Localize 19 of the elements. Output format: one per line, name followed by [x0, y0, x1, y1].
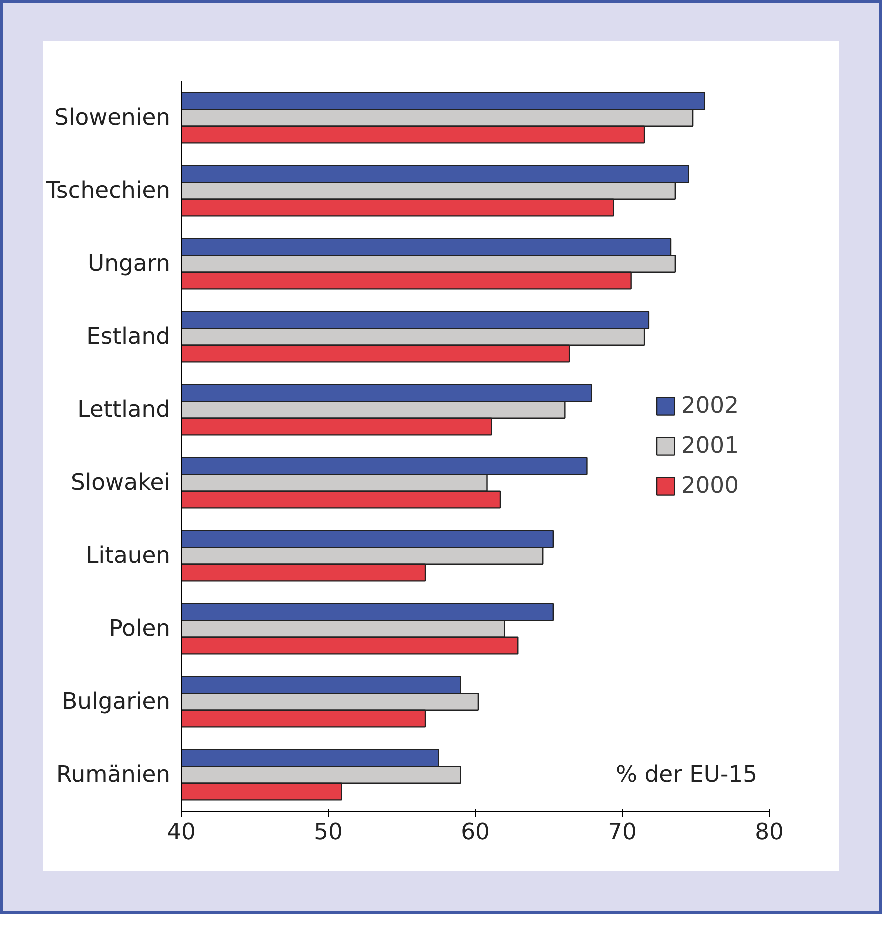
annotation: % der EU-15 [616, 762, 758, 788]
legend-label: 2002 [681, 393, 739, 419]
y-tick-label: Bulgarien [62, 689, 171, 715]
y-tick-label: Rumänien [56, 762, 171, 788]
y-tick-label: Estland [86, 324, 170, 350]
y-tick-label: Ungarn [88, 251, 170, 277]
x-tick-label: 40 [167, 820, 196, 846]
x-tick-label: 50 [314, 820, 343, 846]
x-tick-label: 80 [755, 820, 784, 846]
x-tick-label: 60 [461, 820, 490, 846]
legend-label: 2001 [681, 433, 739, 459]
y-tick-label: Slowakei [71, 470, 171, 496]
y-tick-label: Lettland [78, 397, 171, 423]
y-tick-label: Polen [109, 616, 171, 642]
y-tick-label: Slowenien [54, 105, 171, 131]
y-tick-label: Tschechien [45, 178, 171, 204]
legend-label: 2000 [681, 473, 739, 499]
y-tick-label: Litauen [86, 543, 170, 569]
x-tick-label: 70 [608, 820, 637, 846]
